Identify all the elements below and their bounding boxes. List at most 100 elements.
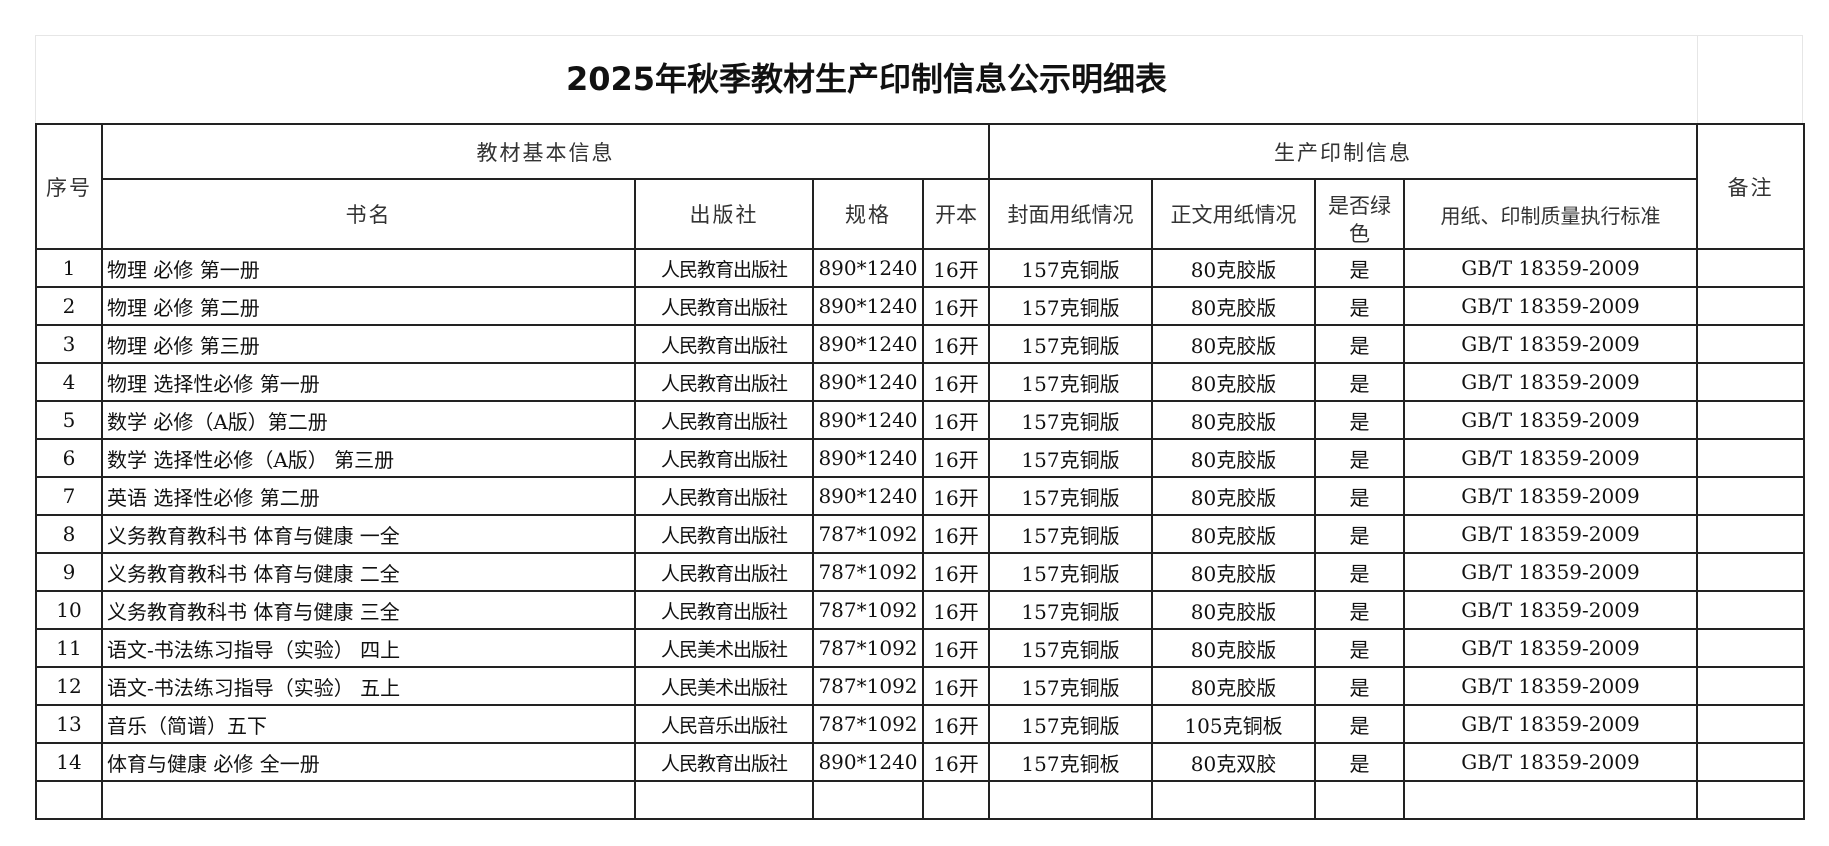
cell-cover-paper[interactable]: 157克铜版	[988, 628, 1153, 668]
cell-green[interactable]: 是	[1314, 286, 1405, 326]
cell-cover-paper[interactable]: 157克铜版	[988, 590, 1153, 630]
cell-green[interactable]	[1314, 780, 1405, 820]
cell-name[interactable]: 物理 必修 第三册	[101, 324, 636, 364]
cell-name[interactable]: 数学 选择性必修（A版） 第三册	[101, 438, 636, 478]
cell-spec[interactable]	[812, 780, 924, 820]
cell-format[interactable]: 16开	[922, 514, 990, 554]
cell-seq[interactable]: 6	[35, 438, 103, 478]
cell-seq[interactable]: 1	[35, 248, 103, 288]
cell-green[interactable]: 是	[1314, 476, 1405, 516]
cell-format[interactable]: 16开	[922, 438, 990, 478]
cell-publisher[interactable]: 人民教育出版社	[634, 590, 814, 630]
cell-publisher[interactable]: 人民美术出版社	[634, 628, 814, 668]
cell-publisher[interactable]: 人民教育出版社	[634, 514, 814, 554]
cell-remark[interactable]	[1696, 590, 1805, 630]
header-body-paper[interactable]: 正文用纸情况	[1151, 178, 1316, 250]
cell-spec[interactable]: 787*1092	[812, 590, 924, 630]
cell-format[interactable]: 16开	[922, 362, 990, 402]
cell-green[interactable]: 是	[1314, 514, 1405, 554]
header-cover-paper[interactable]: 封面用纸情况	[988, 178, 1153, 250]
cell-remark[interactable]	[1696, 552, 1805, 592]
cell-standard[interactable]: GB/T 18359-2009	[1403, 362, 1698, 402]
cell-green[interactable]: 是	[1314, 742, 1405, 782]
cell-body-paper[interactable]: 80克胶版	[1151, 628, 1316, 668]
header-green[interactable]: 是否绿色	[1314, 178, 1405, 250]
cell-format[interactable]	[922, 780, 990, 820]
cell-remark[interactable]	[1696, 628, 1805, 668]
cell-seq[interactable]: 12	[35, 666, 103, 706]
cell-body-paper[interactable]: 105克铜板	[1151, 704, 1316, 744]
cell-body-paper[interactable]: 80克双胶	[1151, 742, 1316, 782]
cell-remark[interactable]	[1696, 324, 1805, 364]
cell-publisher[interactable]: 人民音乐出版社	[634, 704, 814, 744]
cell-green[interactable]: 是	[1314, 628, 1405, 668]
cell-green[interactable]: 是	[1314, 552, 1405, 592]
cell-standard[interactable]	[1403, 780, 1698, 820]
cell-name[interactable]: 数学 必修（A版）第二册	[101, 400, 636, 440]
header-remark[interactable]: 备注	[1696, 123, 1805, 250]
cell-seq[interactable]	[35, 780, 103, 820]
cell-seq[interactable]: 14	[35, 742, 103, 782]
cell-seq[interactable]: 4	[35, 362, 103, 402]
cell-remark[interactable]	[1696, 362, 1805, 402]
cell-standard[interactable]: GB/T 18359-2009	[1403, 666, 1698, 706]
cell-name[interactable]: 物理 必修 第二册	[101, 286, 636, 326]
header-format[interactable]: 开本	[922, 178, 990, 250]
cell-format[interactable]: 16开	[922, 742, 990, 782]
cell-seq[interactable]: 13	[35, 704, 103, 744]
cell-format[interactable]: 16开	[922, 590, 990, 630]
cell-seq[interactable]: 10	[35, 590, 103, 630]
cell-name[interactable]	[101, 780, 636, 820]
cell-cover-paper[interactable]: 157克铜版	[988, 704, 1153, 744]
cell-publisher[interactable]: 人民教育出版社	[634, 248, 814, 288]
cell-green[interactable]: 是	[1314, 248, 1405, 288]
cell-spec[interactable]: 787*1092	[812, 628, 924, 668]
cell-spec[interactable]: 787*1092	[812, 666, 924, 706]
cell-spec[interactable]: 787*1092	[812, 514, 924, 554]
cell-publisher[interactable]: 人民教育出版社	[634, 476, 814, 516]
cell-publisher[interactable]: 人民美术出版社	[634, 666, 814, 706]
cell-standard[interactable]: GB/T 18359-2009	[1403, 324, 1698, 364]
cell-remark[interactable]	[1696, 704, 1805, 744]
cell-cover-paper[interactable]: 157克铜版	[988, 552, 1153, 592]
cell-format[interactable]: 16开	[922, 666, 990, 706]
cell-remark[interactable]	[1696, 666, 1805, 706]
cell-format[interactable]: 16开	[922, 286, 990, 326]
cell-cover-paper[interactable]: 157克铜板	[988, 742, 1153, 782]
header-publisher[interactable]: 出版社	[634, 178, 814, 250]
cell-name[interactable]: 义务教育教科书 体育与健康 一全	[101, 514, 636, 554]
cell-seq[interactable]: 9	[35, 552, 103, 592]
cell-spec[interactable]: 787*1092	[812, 704, 924, 744]
cell-cover-paper[interactable]: 157克铜版	[988, 438, 1153, 478]
cell-name[interactable]: 语文-书法练习指导（实验） 五上	[101, 666, 636, 706]
cell-name[interactable]: 英语 选择性必修 第二册	[101, 476, 636, 516]
cell-spec[interactable]: 890*1240	[812, 362, 924, 402]
cell-remark[interactable]	[1696, 780, 1805, 820]
cell-spec[interactable]: 787*1092	[812, 552, 924, 592]
cell-name[interactable]: 义务教育教科书 体育与健康 二全	[101, 552, 636, 592]
cell-format[interactable]: 16开	[922, 324, 990, 364]
cell-green[interactable]: 是	[1314, 400, 1405, 440]
cell-green[interactable]: 是	[1314, 362, 1405, 402]
cell-publisher[interactable]: 人民教育出版社	[634, 742, 814, 782]
cell-format[interactable]: 16开	[922, 400, 990, 440]
cell-format[interactable]: 16开	[922, 552, 990, 592]
cell-publisher[interactable]	[634, 780, 814, 820]
cell-green[interactable]: 是	[1314, 438, 1405, 478]
cell-remark[interactable]	[1696, 742, 1805, 782]
cell-name[interactable]: 体育与健康 必修 全一册	[101, 742, 636, 782]
cell-cover-paper[interactable]: 157克铜版	[988, 514, 1153, 554]
cell-standard[interactable]: GB/T 18359-2009	[1403, 704, 1698, 744]
cell-spec[interactable]: 890*1240	[812, 400, 924, 440]
cell-standard[interactable]: GB/T 18359-2009	[1403, 628, 1698, 668]
cell-green[interactable]: 是	[1314, 704, 1405, 744]
cell-name[interactable]: 义务教育教科书 体育与健康 三全	[101, 590, 636, 630]
cell-remark[interactable]	[1696, 438, 1805, 478]
cell-cover-paper[interactable]: 157克铜版	[988, 286, 1153, 326]
cell-body-paper[interactable]: 80克胶版	[1151, 590, 1316, 630]
cell-standard[interactable]: GB/T 18359-2009	[1403, 400, 1698, 440]
cell-standard[interactable]: GB/T 18359-2009	[1403, 476, 1698, 516]
cell-publisher[interactable]: 人民教育出版社	[634, 552, 814, 592]
cell-cover-paper[interactable]: 157克铜版	[988, 476, 1153, 516]
cell-spec[interactable]: 890*1240	[812, 324, 924, 364]
